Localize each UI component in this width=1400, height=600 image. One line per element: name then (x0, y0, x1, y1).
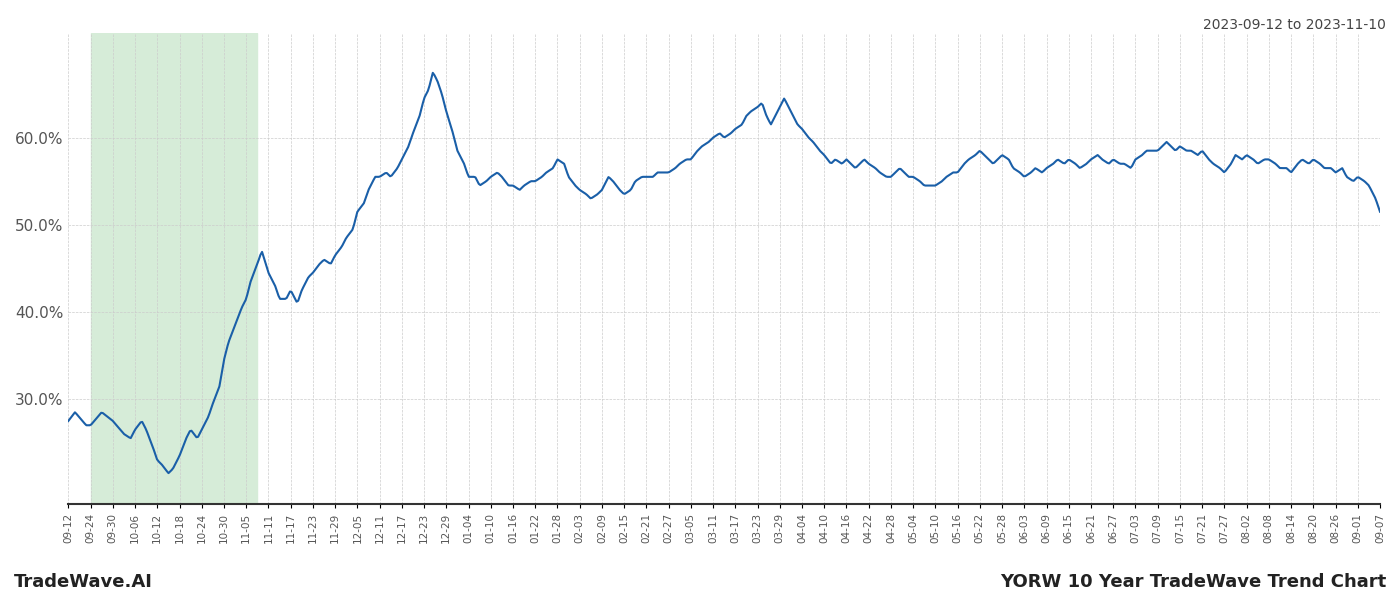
Text: TradeWave.AI: TradeWave.AI (14, 573, 153, 591)
Bar (91, 33, 258, 504)
Text: 2023-09-12 to 2023-11-10: 2023-09-12 to 2023-11-10 (1203, 18, 1386, 32)
Text: YORW 10 Year TradeWave Trend Chart: YORW 10 Year TradeWave Trend Chart (1000, 573, 1386, 591)
